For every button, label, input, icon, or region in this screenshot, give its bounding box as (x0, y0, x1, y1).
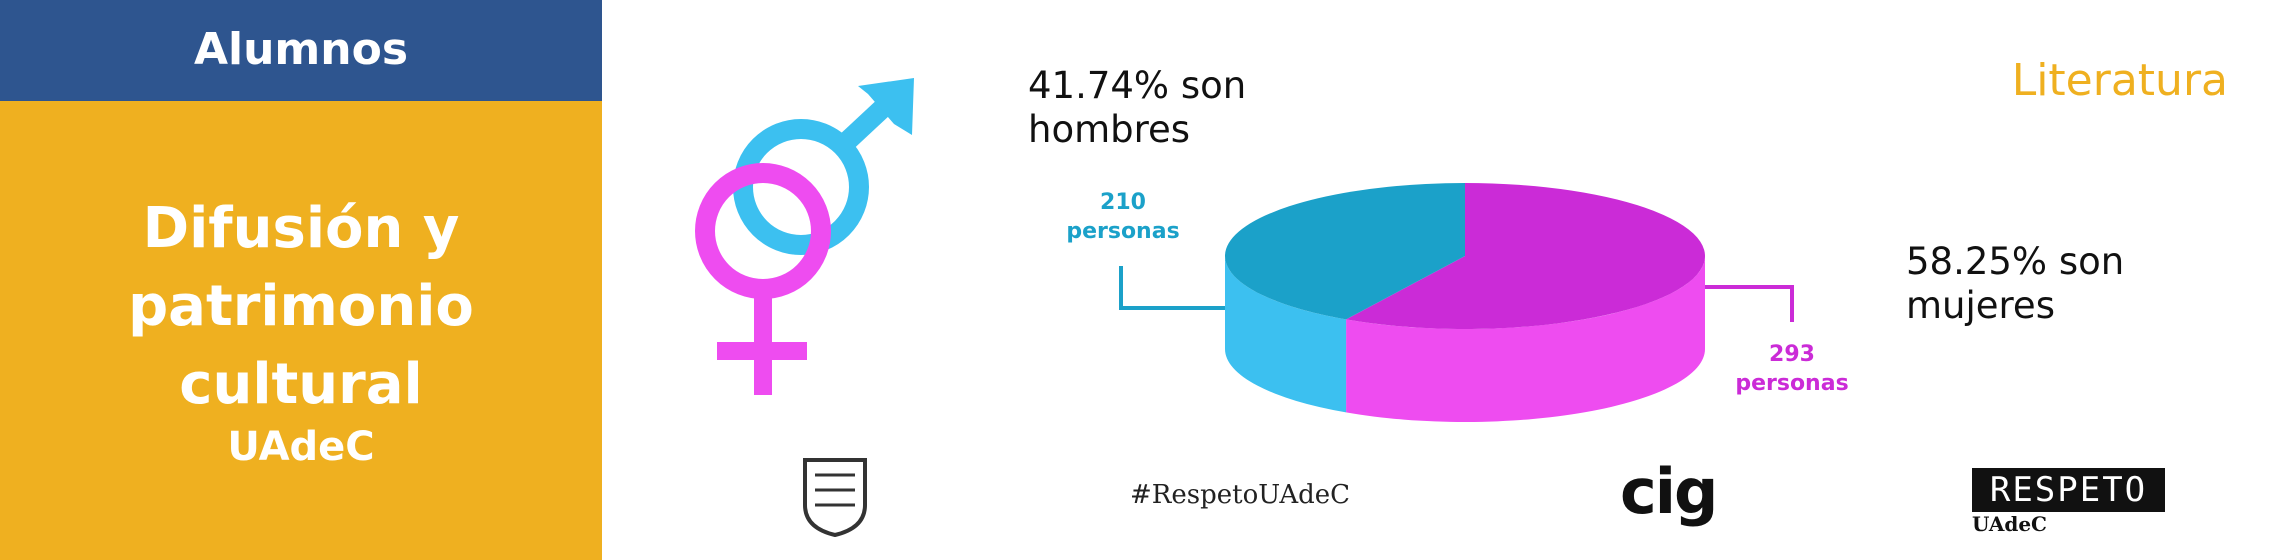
sidebar-header-bg (0, 0, 602, 101)
pie-slice (1225, 183, 1465, 320)
annotation: 41.74% son hombres (1028, 64, 1247, 151)
sidebar-bg (0, 101, 602, 560)
logo-respeto-sub: UAdeC (1972, 512, 2047, 536)
sidebar-header: Alumnos (193, 24, 409, 75)
hashtag: #RespetoUAdeC (1130, 480, 1351, 510)
sidebar-subtitle: UAdeC (227, 424, 375, 470)
value-label: 210 personas (1066, 190, 1180, 244)
pie-side (1346, 256, 1705, 422)
chart-title: Literatura (2011, 55, 2228, 106)
annotation: 58.25% son mujeres (1906, 240, 2125, 327)
pie-side (1225, 256, 1347, 413)
shield-logo (803, 458, 867, 538)
leader-line (1703, 285, 1794, 322)
pie-slice (1346, 183, 1706, 329)
logo-cig: cig (1620, 455, 1718, 528)
logo-respeto: RESPETO (1972, 468, 2165, 512)
sidebar-title: Difusión y patrimonio cultural (128, 196, 474, 417)
leader-line (1119, 266, 1225, 310)
gender-icon (695, 78, 914, 395)
value-label: 293 personas (1735, 342, 1849, 396)
